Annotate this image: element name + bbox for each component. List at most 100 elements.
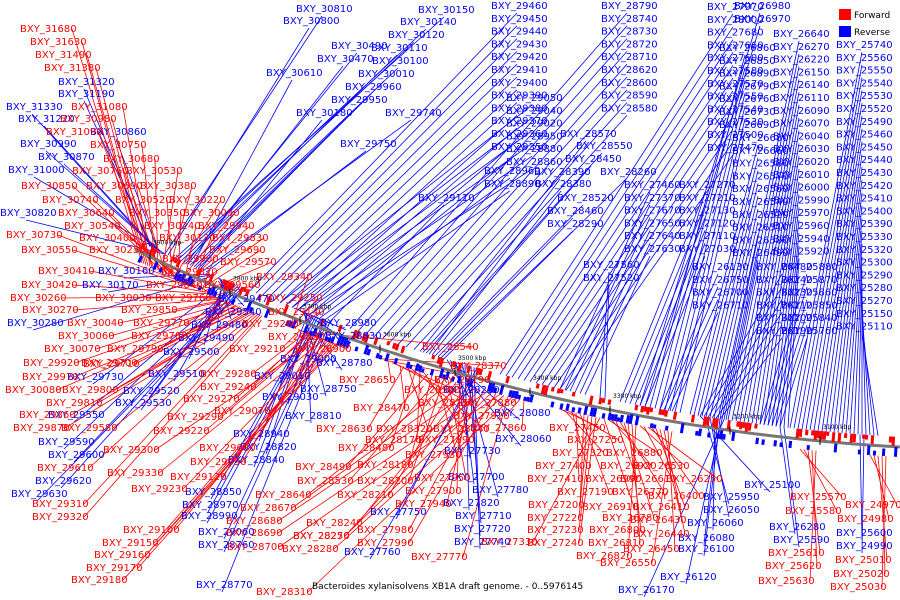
forward-gene-mark: [478, 368, 484, 376]
gene-label: BXY_30040: [67, 318, 124, 329]
gene-label: BXY_31220: [18, 114, 75, 125]
forward-gene-mark: [819, 430, 824, 440]
connector: [434, 204, 584, 357]
reverse-gene-mark: [755, 437, 760, 445]
gene-label: BXY_28520: [557, 193, 614, 204]
connector: [811, 450, 818, 567]
gene-label: BXY_25440: [836, 155, 893, 166]
connector: [505, 26, 734, 377]
forward-gene-mark: [556, 388, 561, 394]
connector: [172, 299, 225, 311]
reverse-gene-mark: [263, 308, 271, 319]
gene-label: BXY_28840: [228, 455, 285, 466]
connector: [346, 373, 429, 468]
gene-label: BXY_29340: [256, 272, 313, 283]
gene-label: BXY_27320: [552, 448, 609, 459]
connector: [443, 178, 627, 359]
gene-label: BXY_27220: [527, 513, 584, 524]
connector: [857, 269, 863, 435]
gene-label: BXY_25560: [836, 53, 893, 64]
connector: [373, 51, 628, 337]
forward-gene-mark: [149, 246, 155, 254]
gene-label: BXY_29380: [491, 103, 548, 114]
connector: [504, 399, 521, 417]
connector: [83, 315, 263, 518]
reverse-gene-mark: [529, 394, 534, 403]
connector: [805, 103, 863, 430]
connector: [291, 130, 533, 308]
connector: [72, 249, 197, 289]
gene-label: BXY_31090: [46, 127, 103, 138]
reverse-gene-mark: [318, 332, 324, 339]
gene-label: BXY_29630: [11, 489, 68, 500]
gene-label: BXY_29010: [254, 371, 311, 382]
connector: [647, 426, 719, 480]
gene-label: BXY_29270: [183, 394, 240, 405]
connector: [56, 308, 247, 391]
reverse-gene-mark: [417, 365, 423, 373]
gene-label: BXY_29970: [22, 372, 79, 383]
gene-label: BXY_27730: [444, 446, 501, 457]
gene-label: BXY_25950: [703, 492, 760, 503]
gene-label: BXY_27710: [455, 511, 512, 522]
gene-label: BXY_25520: [836, 104, 893, 115]
gene-label: BXY_30080: [5, 385, 62, 396]
gene-label: BXY_26660: [732, 146, 789, 157]
connector: [277, 390, 489, 534]
kbp-tick-label: 3900 kbp: [153, 240, 181, 247]
connector: [881, 456, 887, 588]
reverse-gene-mark: [607, 412, 612, 421]
reverse-gene-mark: [679, 422, 685, 434]
gene-label: BXY_28650: [339, 375, 396, 386]
gene-label: BXY_30810: [296, 4, 353, 15]
connector: [664, 93, 746, 411]
gene-label: BXY_27580: [707, 66, 764, 77]
reverse-gene-mark: [583, 405, 589, 416]
forward-gene-mark: [391, 342, 397, 350]
connector: [709, 417, 730, 518]
reverse-gene-mark: [363, 344, 370, 355]
connector: [631, 424, 641, 544]
connector: [845, 231, 863, 434]
genome-caption: Bacteroides xylanisolvens XB1A draft gen…: [312, 582, 583, 592]
connector: [344, 388, 481, 537]
gene-label: BXY_28740: [601, 14, 658, 25]
gene-label: BXY_27410: [527, 474, 584, 485]
reverse-gene-mark: [420, 368, 425, 373]
connector: [57, 234, 189, 285]
forward-gene-mark: [400, 345, 406, 354]
reverse-gene-mark: [634, 415, 640, 426]
reverse-gene-mark: [291, 319, 297, 329]
connector: [511, 398, 517, 404]
gene-label: BXY_28570: [560, 129, 617, 140]
reverse-gene-mark: [652, 424, 657, 429]
connector: [161, 170, 179, 273]
forward-gene-mark: [747, 422, 752, 431]
gene-label: BXY_30260: [10, 293, 67, 304]
reverse-gene-mark: [722, 433, 726, 440]
connector: [277, 387, 477, 522]
connector: [112, 312, 257, 429]
connector: [712, 418, 716, 531]
gene-label: BXY_28200: [357, 476, 414, 487]
connector: [627, 423, 642, 531]
connector: [667, 299, 719, 411]
gene-label: BXY_27570: [707, 79, 764, 90]
connector: [389, 76, 628, 343]
gene-label: BXY_25970: [773, 208, 830, 219]
gene-label: BXY_29090: [190, 457, 247, 468]
gene-label: BXY_28270: [293, 531, 350, 542]
gene-label: BXY_26100: [678, 544, 735, 555]
gene-label: BXY_28060: [495, 434, 552, 445]
connector: [699, 273, 783, 417]
gene-label: BXY_25420: [836, 181, 893, 192]
connector: [553, 128, 734, 388]
forward-gene-mark: [661, 409, 666, 416]
connector: [693, 157, 759, 416]
gene-label: BXY_26780: [602, 513, 659, 524]
connector: [267, 51, 518, 299]
gene-label: BXY_27250: [567, 435, 624, 446]
gene-label: BXY_29700: [81, 358, 138, 369]
gene-label: BXY_25540: [836, 78, 893, 89]
connector: [719, 337, 783, 420]
